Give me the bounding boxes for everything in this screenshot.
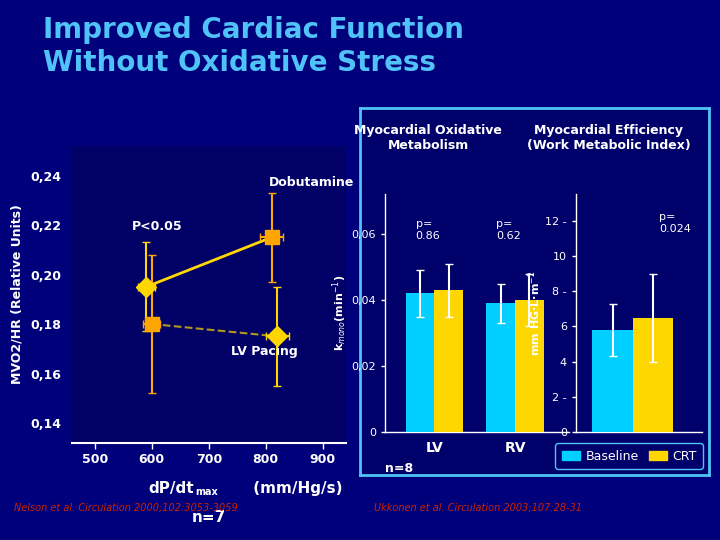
Bar	[515, 300, 544, 432]
Text: P<0.05: P<0.05	[132, 220, 183, 233]
Text: Ukkonen et al. Circulation 2003;107:28-31: Ukkonen et al. Circulation 2003;107:28-3…	[374, 502, 582, 512]
Bar	[593, 330, 633, 432]
Bar	[434, 290, 463, 432]
Text: Myocardial Oxidative
Metabolism: Myocardial Oxidative Metabolism	[354, 124, 503, 152]
Text: p=
0.62: p= 0.62	[496, 219, 521, 241]
Bar	[633, 318, 673, 432]
Y-axis label: k$_{mono}$(min$^{-1}$): k$_{mono}$(min$^{-1}$)	[330, 275, 348, 352]
Y-axis label: mm HG·L·m$^{-2}$: mm HG·L·m$^{-2}$	[526, 271, 543, 356]
Text: dP/dt: dP/dt	[149, 481, 194, 496]
Text: max: max	[195, 487, 218, 497]
Text: p=
0.024: p= 0.024	[660, 212, 691, 234]
Text: LV Pacing: LV Pacing	[230, 345, 297, 358]
Bar	[406, 293, 434, 432]
Text: n=8: n=8	[385, 462, 413, 475]
Text: Improved Cardiac Function
Without Oxidative Stress: Improved Cardiac Function Without Oxidat…	[43, 16, 464, 77]
Text: (mm/Hg/s): (mm/Hg/s)	[248, 481, 343, 496]
Text: n=7: n=7	[192, 510, 226, 525]
Text: Dobutamine: Dobutamine	[269, 176, 354, 188]
Text: Nelson et al. Circulation 2000;102:3053-3059: Nelson et al. Circulation 2000;102:3053-…	[14, 502, 238, 512]
Text: p=
0.86: p= 0.86	[415, 219, 441, 241]
Legend: Baseline, CRT: Baseline, CRT	[555, 443, 703, 469]
Text: Myocardial Efficiency
(Work Metabolic Index): Myocardial Efficiency (Work Metabolic In…	[526, 124, 690, 152]
Y-axis label: MVO2/HR (Relative Units): MVO2/HR (Relative Units)	[11, 204, 24, 384]
Bar	[487, 303, 515, 432]
